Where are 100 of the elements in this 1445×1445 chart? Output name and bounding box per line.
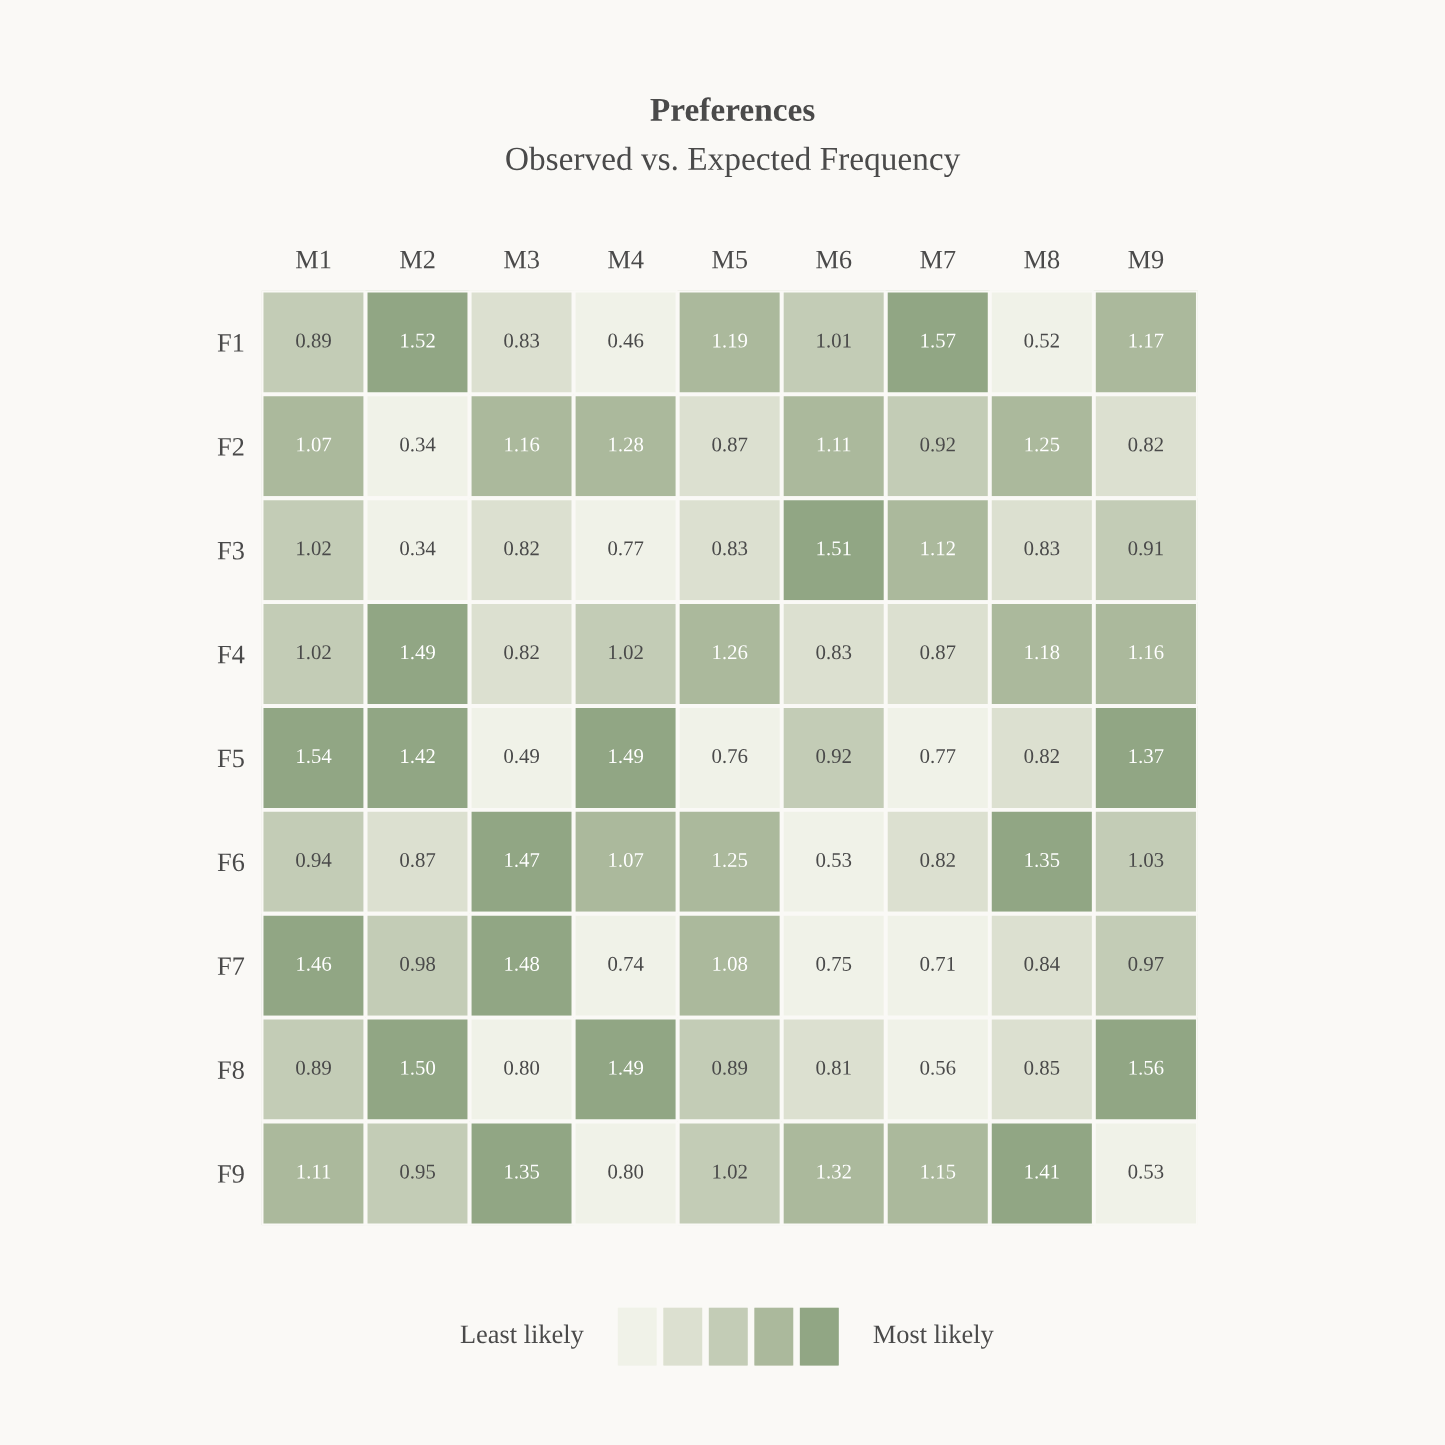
data-label: 1.35 xyxy=(505,1164,540,1179)
data-label: 0.91 xyxy=(1128,541,1163,556)
data-label: 0.80 xyxy=(504,1060,540,1075)
data-label: 0.92 xyxy=(816,749,851,764)
x-tick-label: M5 xyxy=(712,250,748,269)
data-label: 0.76 xyxy=(712,749,748,764)
data-label: 0.71 xyxy=(920,956,955,971)
data-label: 1.37 xyxy=(1129,749,1164,764)
data-label: 0.75 xyxy=(816,956,852,971)
x-tick-label: M2 xyxy=(400,250,435,269)
data-label: 0.83 xyxy=(1024,541,1060,556)
data-label: 1.26 xyxy=(713,645,748,660)
data-label: 1.17 xyxy=(1129,333,1164,348)
data-label: 1.25 xyxy=(1025,437,1060,452)
data-label: 0.56 xyxy=(920,1060,956,1075)
data-label: 1.57 xyxy=(921,333,956,348)
data-label: 0.52 xyxy=(1024,333,1059,348)
data-label: 0.87 xyxy=(920,645,956,660)
data-label: 1.11 xyxy=(817,437,851,452)
data-label: 1.07 xyxy=(297,437,332,452)
data-label: 1.12 xyxy=(921,541,955,556)
data-label: 0.89 xyxy=(296,333,331,348)
data-label: 0.83 xyxy=(504,333,540,348)
data-label: 1.02 xyxy=(297,645,331,660)
data-label: 0.82 xyxy=(920,852,955,868)
data-label: 0.82 xyxy=(1128,437,1163,452)
data-label: 1.19 xyxy=(713,333,748,348)
data-label: 1.48 xyxy=(505,956,540,971)
y-tick-label: F4 xyxy=(217,645,245,664)
x-tick-label: M4 xyxy=(608,250,644,269)
x-tick-label: M1 xyxy=(295,250,331,269)
x-tick-label: M6 xyxy=(816,250,852,269)
y-tick-label: F2 xyxy=(217,437,244,456)
data-label: 1.47 xyxy=(505,853,540,868)
data-label: 0.89 xyxy=(296,1060,331,1075)
data-label: 0.82 xyxy=(504,541,539,556)
data-label: 1.02 xyxy=(609,645,643,660)
data-label: 1.02 xyxy=(297,541,331,556)
data-label: 1.25 xyxy=(713,853,748,868)
data-label: 0.82 xyxy=(504,645,539,660)
data-label: 1.50 xyxy=(401,1060,436,1075)
text: Least likely xyxy=(460,1324,584,1349)
data-label: 0.49 xyxy=(504,749,540,764)
data-label: 1.49 xyxy=(401,645,435,660)
data-label: 0.53 xyxy=(816,852,852,868)
y-tick-label: F5 xyxy=(217,749,244,768)
data-label: 0.87 xyxy=(400,852,436,868)
data-label: 0.77 xyxy=(920,749,956,764)
data-label: 0.87 xyxy=(712,437,748,452)
chart-subtitle: Observed vs. Expected Frequency xyxy=(506,146,961,177)
data-label: 1.54 xyxy=(297,749,332,764)
text: Most likely xyxy=(873,1324,994,1349)
data-label: 0.84 xyxy=(1024,956,1060,971)
data-label: 1.16 xyxy=(505,437,540,452)
data-label: 1.28 xyxy=(609,437,644,452)
data-label: 1.41 xyxy=(1025,1164,1059,1179)
data-label: 0.74 xyxy=(608,956,644,971)
data-label: 1.02 xyxy=(713,1164,747,1179)
y-tick-label: F3 xyxy=(217,541,244,560)
y-tick-label: F1 xyxy=(217,334,244,352)
data-label: 0.82 xyxy=(1024,749,1059,764)
data-label: 1.51 xyxy=(817,541,851,556)
data-label: 0.81 xyxy=(816,1060,851,1075)
y-tick-label: F9 xyxy=(217,1165,244,1183)
y-tick-label: F8 xyxy=(217,1061,244,1079)
data-label: 0.83 xyxy=(816,645,852,660)
data-label: 1.08 xyxy=(713,956,748,971)
data-label: 0.77 xyxy=(608,541,644,556)
data-label: 1.11 xyxy=(297,1164,331,1179)
data-label: 1.49 xyxy=(609,749,644,764)
data-label: 0.53 xyxy=(1128,1164,1164,1179)
data-label: 1.01 xyxy=(817,333,851,348)
data-label: 1.18 xyxy=(1025,645,1060,660)
data-label: 1.03 xyxy=(1129,852,1164,868)
data-label: 1.52 xyxy=(401,333,435,348)
data-label: 1.46 xyxy=(297,956,332,971)
data-label: 0.34 xyxy=(400,437,436,452)
data-label: 0.85 xyxy=(1024,1060,1060,1075)
data-label: 0.46 xyxy=(608,333,644,348)
data-label: 1.42 xyxy=(401,749,435,764)
data-label: 0.80 xyxy=(608,1164,644,1179)
data-label: 0.34 xyxy=(400,541,436,556)
x-tick-label: M7 xyxy=(920,250,956,269)
data-label: 0.92 xyxy=(920,437,955,452)
data-label: 0.98 xyxy=(400,956,436,971)
y-tick-label: F6 xyxy=(217,853,245,872)
data-label: 0.95 xyxy=(400,1164,436,1179)
data-label: 1.16 xyxy=(1129,645,1164,660)
data-label: 1.32 xyxy=(817,1164,851,1179)
x-tick-label: M8 xyxy=(1024,250,1060,269)
y-tick-label: F7 xyxy=(217,957,245,975)
data-label: 0.97 xyxy=(1128,956,1164,971)
data-label: 1.56 xyxy=(1129,1060,1164,1075)
data-label: 0.83 xyxy=(712,541,748,556)
data-label: 1.49 xyxy=(609,1060,644,1075)
x-tick-label: M3 xyxy=(504,250,539,269)
data-label: 0.94 xyxy=(296,852,332,868)
data-label: 1.07 xyxy=(609,852,644,868)
chart-title: Preferences xyxy=(650,97,815,122)
data-label: 0.89 xyxy=(712,1060,748,1075)
